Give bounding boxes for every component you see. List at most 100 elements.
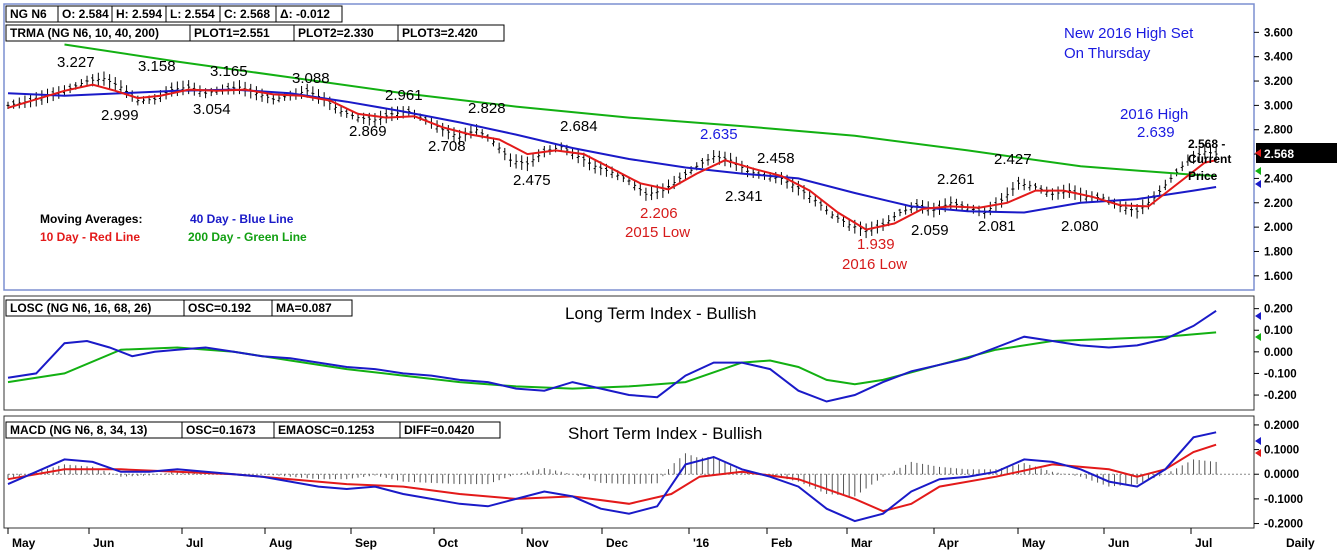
trma-label: TRMA (NG N6, 10, 40, 200)	[10, 26, 159, 40]
month-label: Apr	[938, 536, 959, 550]
low-2016-label: 2016 Low	[842, 256, 907, 273]
current-price-value: 2.568 -	[1188, 137, 1225, 151]
price-label: 2.635	[700, 126, 738, 143]
price-axis-label: 3.400	[1264, 52, 1293, 64]
month-label: Feb	[771, 536, 792, 550]
price-label: 2.828	[468, 100, 506, 117]
macd-info-box: MACD (NG N6, 8, 34, 13) OSC=0.1673 EMAOS…	[5, 421, 501, 439]
price-axis-label: 2.200	[1264, 198, 1293, 210]
month-label: Jul	[186, 536, 203, 550]
price-axis-label: 2.800	[1264, 125, 1293, 137]
trma-info-box: TRMA (NG N6, 10, 40, 200) PLOT1=2.551 PL…	[5, 24, 505, 42]
losc-label: LOSC (NG N6, 16, 68, 26)	[10, 301, 151, 315]
legend-title: Moving Averages:	[40, 212, 142, 226]
macd-axis-label: 0.1000	[1264, 445, 1299, 457]
price-label: 2.261	[937, 171, 975, 188]
month-label: Aug	[269, 536, 292, 550]
price-label: 2.341	[725, 188, 763, 205]
price-label: 2.961	[385, 87, 423, 104]
price-label: 3.158	[138, 58, 176, 75]
new-high-note-line2: On Thursday	[1064, 45, 1151, 62]
macd-axis-label: -0.2000	[1264, 519, 1303, 531]
macd-axis-label: 0.0000	[1264, 469, 1299, 481]
macd-label: MACD (NG N6, 8, 34, 13)	[10, 423, 147, 437]
current-price-badge-text: 2.568	[1264, 147, 1294, 161]
y-axes: 1.6001.8002.0002.2002.4002.6002.8003.000…	[1254, 27, 1303, 531]
current-price-badge	[1256, 143, 1337, 163]
macd-diff-line	[7, 431, 1217, 523]
price-label: 2.708	[428, 138, 466, 155]
low-value: L: 2.554	[170, 7, 215, 21]
price-axis-label: 3.200	[1264, 76, 1293, 88]
ma200-line	[64, 43, 1217, 177]
month-label: Jul	[1195, 536, 1212, 550]
month-label: Sep	[355, 536, 377, 550]
price-label: 3.054	[193, 101, 231, 118]
current-price-word: Current	[1188, 152, 1231, 166]
price-panel-frame	[3, 3, 1255, 291]
price-label: 3.088	[292, 70, 330, 87]
losc-osc-line	[7, 309, 1217, 403]
price-axis-label: 2.400	[1264, 173, 1293, 185]
low-2015-label: 2015 Low	[625, 224, 690, 241]
month-label: May	[1022, 536, 1046, 550]
trma-plot2: PLOT2=2.330	[298, 26, 374, 40]
losc-axis-label: 0.100	[1264, 325, 1293, 337]
high-2016-value: 2.639	[1137, 124, 1175, 141]
losc-osc-marker-icon	[1255, 312, 1261, 320]
month-label: Jun	[93, 536, 114, 550]
price-axis-label: 3.600	[1264, 27, 1293, 39]
change-value: Δ: -0.012	[280, 7, 330, 21]
period-label: Daily	[1286, 536, 1315, 550]
losc-lines	[7, 309, 1217, 403]
ma40-marker-icon	[1255, 180, 1261, 188]
month-label: Jun	[1108, 536, 1129, 550]
macd-osc: OSC=0.1673	[186, 423, 256, 437]
price-label: 2.059	[911, 222, 949, 239]
price-label: 2.684	[560, 118, 598, 135]
price-label: 3.165	[210, 63, 248, 80]
macd-lines	[7, 431, 1217, 523]
close-value: C: 2.568	[224, 7, 270, 21]
high-2016-label: 2016 High	[1120, 106, 1188, 123]
price-label: 2.080	[1061, 218, 1099, 235]
price-label: 2.869	[349, 123, 387, 140]
legend-ma40: 40 Day - Blue Line	[190, 212, 294, 226]
high-value: H: 2.594	[116, 7, 162, 21]
price-axis-label: 1.800	[1264, 246, 1293, 258]
macd-diff: DIFF=0.0420	[404, 423, 475, 437]
losc-axis-label: -0.100	[1264, 368, 1297, 380]
price-axis-label: 3.000	[1264, 100, 1293, 112]
price-label: 2.475	[513, 172, 551, 189]
price-label: 3.227	[57, 54, 95, 71]
low-2015-value: 2.206	[640, 205, 678, 222]
price-label: 2.999	[101, 107, 139, 124]
losc-title: Long Term Index - Bullish	[565, 304, 757, 323]
month-label: Nov	[526, 536, 549, 550]
macd-diff-marker-icon	[1255, 437, 1261, 445]
current-price-price-word: Price	[1188, 169, 1218, 183]
macd-axis-label: -0.1000	[1264, 494, 1303, 506]
trma-plot3: PLOT3=2.420	[402, 26, 478, 40]
symbol-label: NG N6	[10, 7, 47, 21]
month-label: May	[12, 536, 36, 550]
legend-ma200: 200 Day - Green Line	[188, 230, 307, 244]
month-label: '16	[693, 536, 710, 550]
month-axis: May Jun Jul Aug Sep Oct Nov Dec '16 Feb Mar Apr May J…	[7, 528, 1212, 550]
macd-ema-marker-icon	[1255, 449, 1261, 457]
losc-ma: MA=0.087	[276, 301, 332, 315]
losc-ma-marker-icon	[1255, 333, 1261, 341]
low-2016-value: 1.939	[857, 236, 895, 253]
ma10-line	[7, 83, 1217, 231]
price-axis-label: 1.600	[1264, 271, 1293, 283]
losc-axis-label: 0.200	[1264, 304, 1293, 316]
price-label: 2.458	[757, 150, 795, 167]
open-value: O: 2.584	[62, 7, 109, 21]
ma200-marker-icon	[1255, 167, 1261, 175]
month-label: Dec	[606, 536, 628, 550]
ma10-marker-icon	[1255, 149, 1261, 157]
price-labels: 3.227 3.158 3.165 3.088 2.999 3.054 2.961 2.869…	[57, 54, 1099, 239]
losc-axis-label: -0.200	[1264, 390, 1297, 402]
price-axis-label: 2.000	[1264, 222, 1293, 234]
